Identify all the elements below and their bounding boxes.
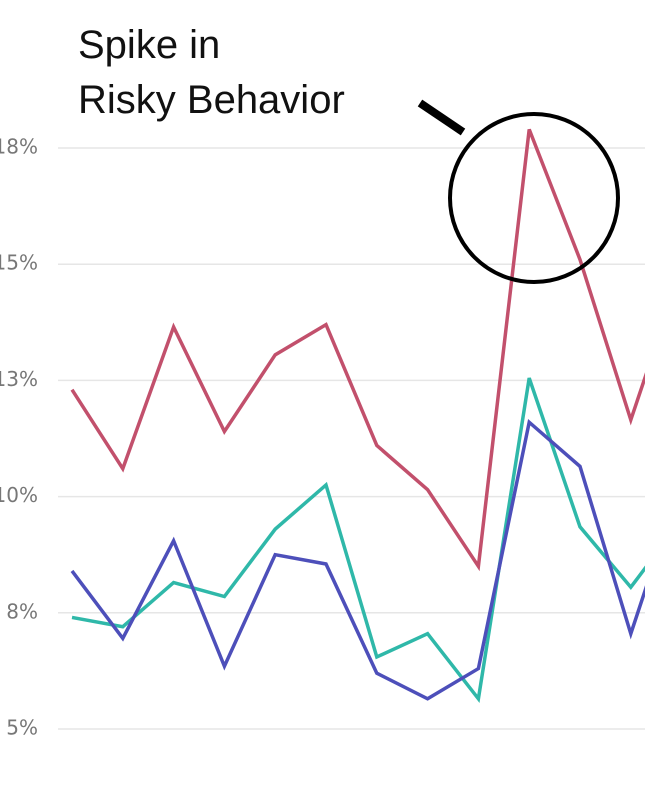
y-tick-label: 10%: [0, 483, 38, 507]
y-tick-label: 15%: [0, 251, 38, 275]
series-line: [70, 128, 645, 572]
series-line: [70, 418, 645, 701]
line-layer: [70, 128, 645, 704]
y-tick-label: 18%: [0, 135, 38, 159]
y-tick-label: 13%: [0, 367, 38, 391]
y-tick-label: 5%: [6, 716, 38, 740]
annotation-line: Spike in: [78, 23, 220, 67]
callout-pointer: [417, 99, 466, 136]
y-tick-label: 8%: [6, 599, 38, 623]
highlight-circle: [448, 112, 620, 284]
annotation-line: Risky Behavior: [78, 78, 345, 122]
series-line: [71, 377, 645, 704]
